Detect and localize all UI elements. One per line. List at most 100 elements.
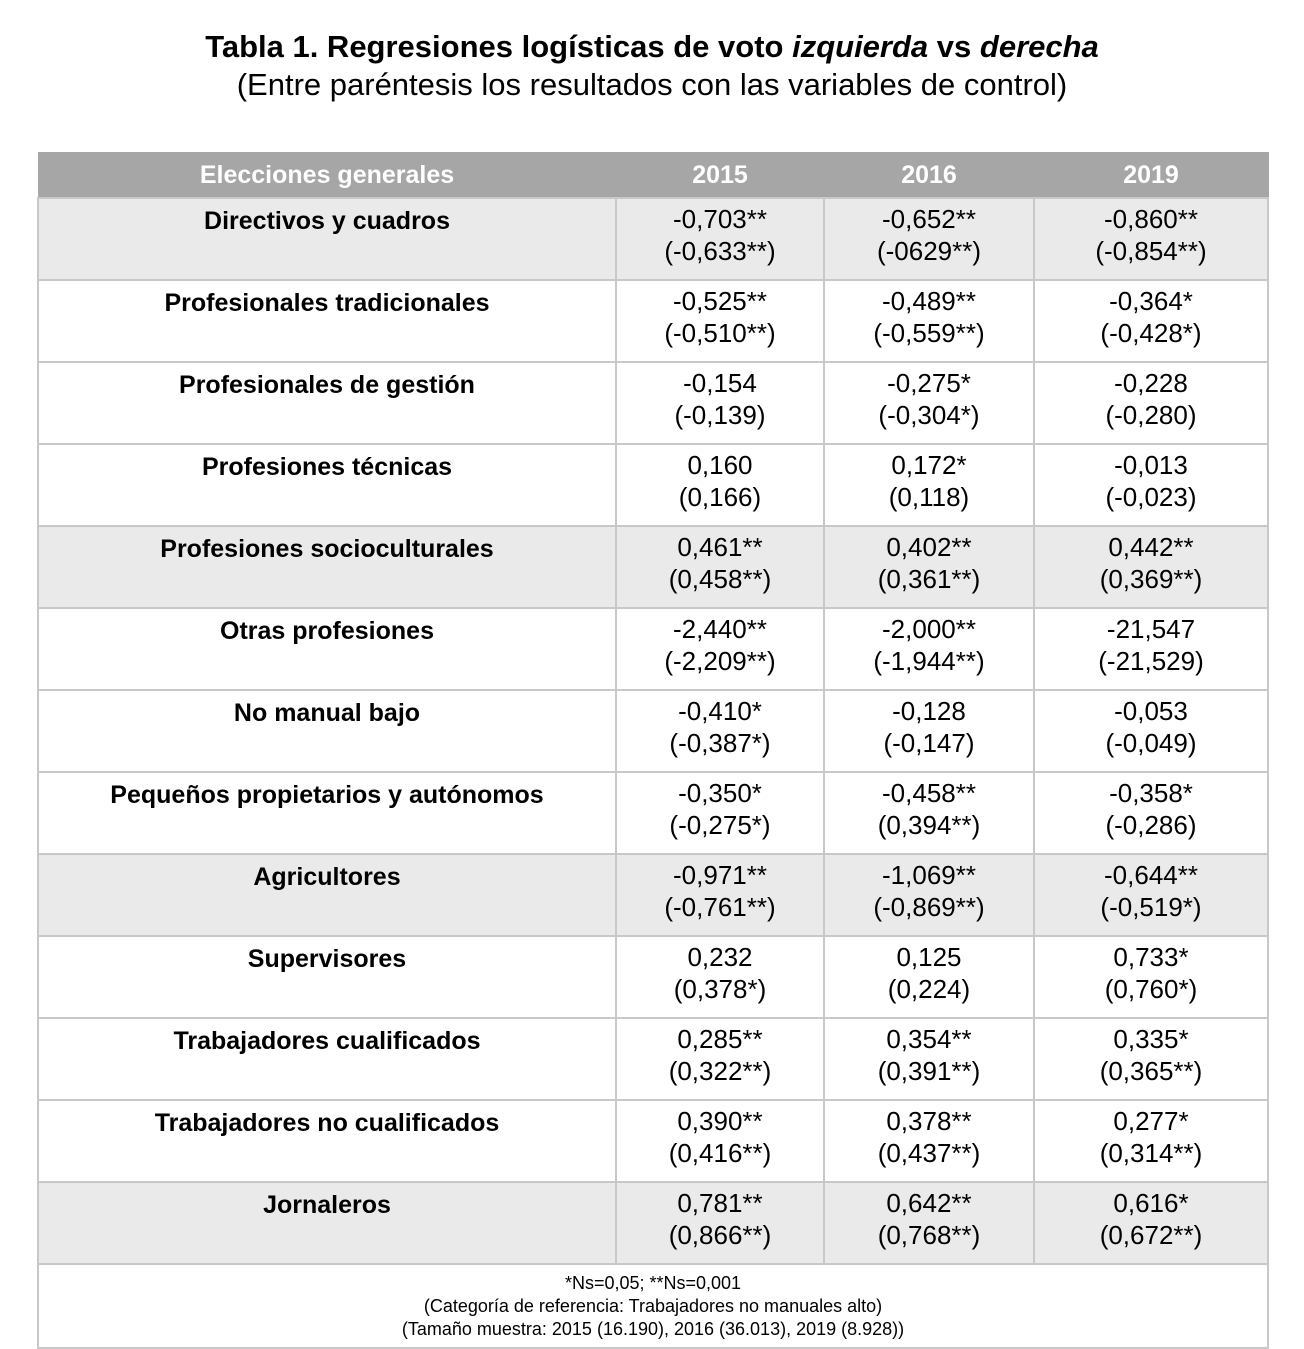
cell-2019: -21,547 (-21,529) — [1033, 607, 1269, 691]
table-row: Trabajadores cualificados 0,285** (0,322**… — [37, 1017, 1269, 1101]
coefficient: -0,410* — [678, 696, 762, 726]
cell-2016: -0,275* (-0,304*) — [823, 361, 1035, 445]
table-row: Trabajadores no cualificados 0,390** (0,41… — [37, 1099, 1269, 1183]
coefficient: 0,285** — [677, 1024, 763, 1054]
coefficient-controlled: (0,322**) — [668, 1056, 772, 1086]
cell-2016: 0,354** (0,391**) — [823, 1017, 1035, 1101]
coefficient: 0,277* — [1113, 1106, 1189, 1136]
coefficient-controlled: (0,768**) — [877, 1220, 981, 1250]
cell-2016: 0,172* (0,118) — [823, 443, 1035, 527]
coefficient-controlled: (-1,944**) — [873, 646, 985, 676]
coefficient: 0,616* — [1113, 1188, 1189, 1218]
coefficient-controlled: (-0,519*) — [1100, 892, 1202, 922]
title-emphasis-derecha: derecha — [979, 29, 1099, 64]
coefficient-controlled: (0,437**) — [877, 1138, 981, 1168]
cell-2016: -0,652** (-0629**) — [823, 197, 1035, 281]
coefficient-controlled: (-0,559**) — [873, 318, 985, 348]
coefficient: -0,703** — [673, 204, 767, 234]
coefficient: 0,642** — [886, 1188, 972, 1218]
coefficient: 0,354** — [886, 1024, 972, 1054]
cell-2016: -1,069** (-0,869**) — [823, 853, 1035, 937]
coefficient-controlled: (0,458**) — [668, 564, 772, 594]
header-row: Elecciones generales 2015 2016 2019 — [37, 152, 1269, 199]
row-label: Profesiones técnicas — [37, 443, 617, 527]
coefficient: 0,390** — [677, 1106, 763, 1136]
coefficient: -0,275* — [887, 368, 971, 398]
table-row: Profesionales de gestión -0,154 (-0,139) -0… — [37, 361, 1269, 445]
coefficient: -0,053 — [1114, 696, 1188, 726]
coefficient: 0,125 — [896, 942, 962, 972]
row-label: Pequeños propietarios y autónomos — [37, 771, 617, 855]
coefficient: -0,860** — [1104, 204, 1198, 234]
table-notes: *Ns=0,05; **Ns=0,001 (Categoría de refere… — [37, 1263, 1269, 1349]
cell-2019: 0,616* (0,672**) — [1033, 1181, 1269, 1265]
coefficient-controlled: (0,224) — [887, 974, 971, 1004]
note-line: (Categoría de referencia: Trabajadores n… — [423, 1295, 883, 1316]
coefficient: 0,335* — [1113, 1024, 1189, 1054]
cell-2016: 0,125 (0,224) — [823, 935, 1035, 1019]
coefficient: 0,461** — [677, 532, 763, 562]
cell-2016: 0,378** (0,437**) — [823, 1099, 1035, 1183]
coefficient-controlled: (-0,761**) — [664, 892, 776, 922]
cell-2019: -0,364* (-0,428*) — [1033, 279, 1269, 363]
coefficient-controlled: (-0,286) — [1105, 810, 1197, 840]
cell-2015: 0,781** (0,866**) — [615, 1181, 825, 1265]
coefficient-controlled: (-0,023) — [1105, 482, 1197, 512]
title-emphasis-izquierda: izquierda — [792, 29, 929, 64]
cell-2019: -0,228 (-0,280) — [1033, 361, 1269, 445]
coefficient-controlled: (0,866**) — [668, 1220, 772, 1250]
coefficient-controlled: (0,361**) — [877, 564, 981, 594]
coefficient: -0,358* — [1109, 778, 1193, 808]
header-2019: 2019 — [1033, 152, 1269, 199]
table-row: Otras profesiones -2,440** (-2,209**) -2,00… — [37, 607, 1269, 691]
table-row: Agricultores -0,971** (-0,761**) -1,069** (-… — [37, 853, 1269, 937]
cell-2016: -0,128 (-0,147) — [823, 689, 1035, 773]
row-label: Jornaleros — [37, 1181, 617, 1265]
coefficient-controlled: (-0,854**) — [1095, 236, 1207, 266]
coefficient-controlled: (-2,209**) — [664, 646, 776, 676]
coefficient: -0,971** — [673, 860, 767, 890]
coefficient: -0,350* — [678, 778, 762, 808]
row-label: Profesiones socioculturales — [37, 525, 617, 609]
table-row: Profesionales tradicionales -0,525** (-0,5… — [37, 279, 1269, 363]
coefficient: -0,644** — [1104, 860, 1198, 890]
coefficient: 0,160 — [687, 450, 753, 480]
cell-2019: 0,277* (0,314**) — [1033, 1099, 1269, 1183]
cell-2016: 0,402** (0,361**) — [823, 525, 1035, 609]
coefficient: 0,232 — [687, 942, 753, 972]
coefficient: -0,154 — [683, 368, 757, 398]
coefficient: -0,228 — [1114, 368, 1188, 398]
title-mid: vs — [928, 29, 980, 64]
coefficient: 0,378** — [886, 1106, 972, 1136]
coefficient-controlled: (-0,428*) — [1100, 318, 1202, 348]
cell-2015: 0,461** (0,458**) — [615, 525, 825, 609]
cell-2015: 0,160 (0,166) — [615, 443, 825, 527]
regression-table: Elecciones generales 2015 2016 2019 Dire… — [37, 152, 1269, 1349]
row-label: Profesionales de gestión — [37, 361, 617, 445]
coefficient: -0,013 — [1114, 450, 1188, 480]
coefficient-controlled: (-0629**) — [876, 236, 982, 266]
cell-2015: -2,440** (-2,209**) — [615, 607, 825, 691]
coefficient-controlled: (-0,304*) — [878, 400, 980, 430]
row-label: Otras profesiones — [37, 607, 617, 691]
table-row: Jornaleros 0,781** (0,866**) 0,642** (0,768*… — [37, 1181, 1269, 1265]
cell-2019: 0,335* (0,365**) — [1033, 1017, 1269, 1101]
coefficient-controlled: (-0,147) — [883, 728, 975, 758]
coefficient-controlled: (-0,633**) — [664, 236, 776, 266]
coefficient-controlled: (-0,869**) — [873, 892, 985, 922]
cell-2015: -0,410* (-0,387*) — [615, 689, 825, 773]
note-line: *Ns=0,05; **Ns=0,001 — [564, 1272, 742, 1293]
coefficient-controlled: (0,672**) — [1099, 1220, 1203, 1250]
row-label: No manual bajo — [37, 689, 617, 773]
coefficient-controlled: (0,378*) — [673, 974, 767, 1004]
coefficient: 0,733* — [1113, 942, 1189, 972]
coefficient: -0,652** — [882, 204, 976, 234]
coefficient-controlled: (-0,139) — [674, 400, 766, 430]
cell-2015: -0,971** (-0,761**) — [615, 853, 825, 937]
coefficient: 0,402** — [886, 532, 972, 562]
cell-2019: -0,644** (-0,519*) — [1033, 853, 1269, 937]
coefficient: -21,547 — [1106, 614, 1196, 644]
coefficient-controlled: (-0,275*) — [669, 810, 771, 840]
cell-2019: -0,860** (-0,854**) — [1033, 197, 1269, 281]
cell-2015: 0,390** (0,416**) — [615, 1099, 825, 1183]
